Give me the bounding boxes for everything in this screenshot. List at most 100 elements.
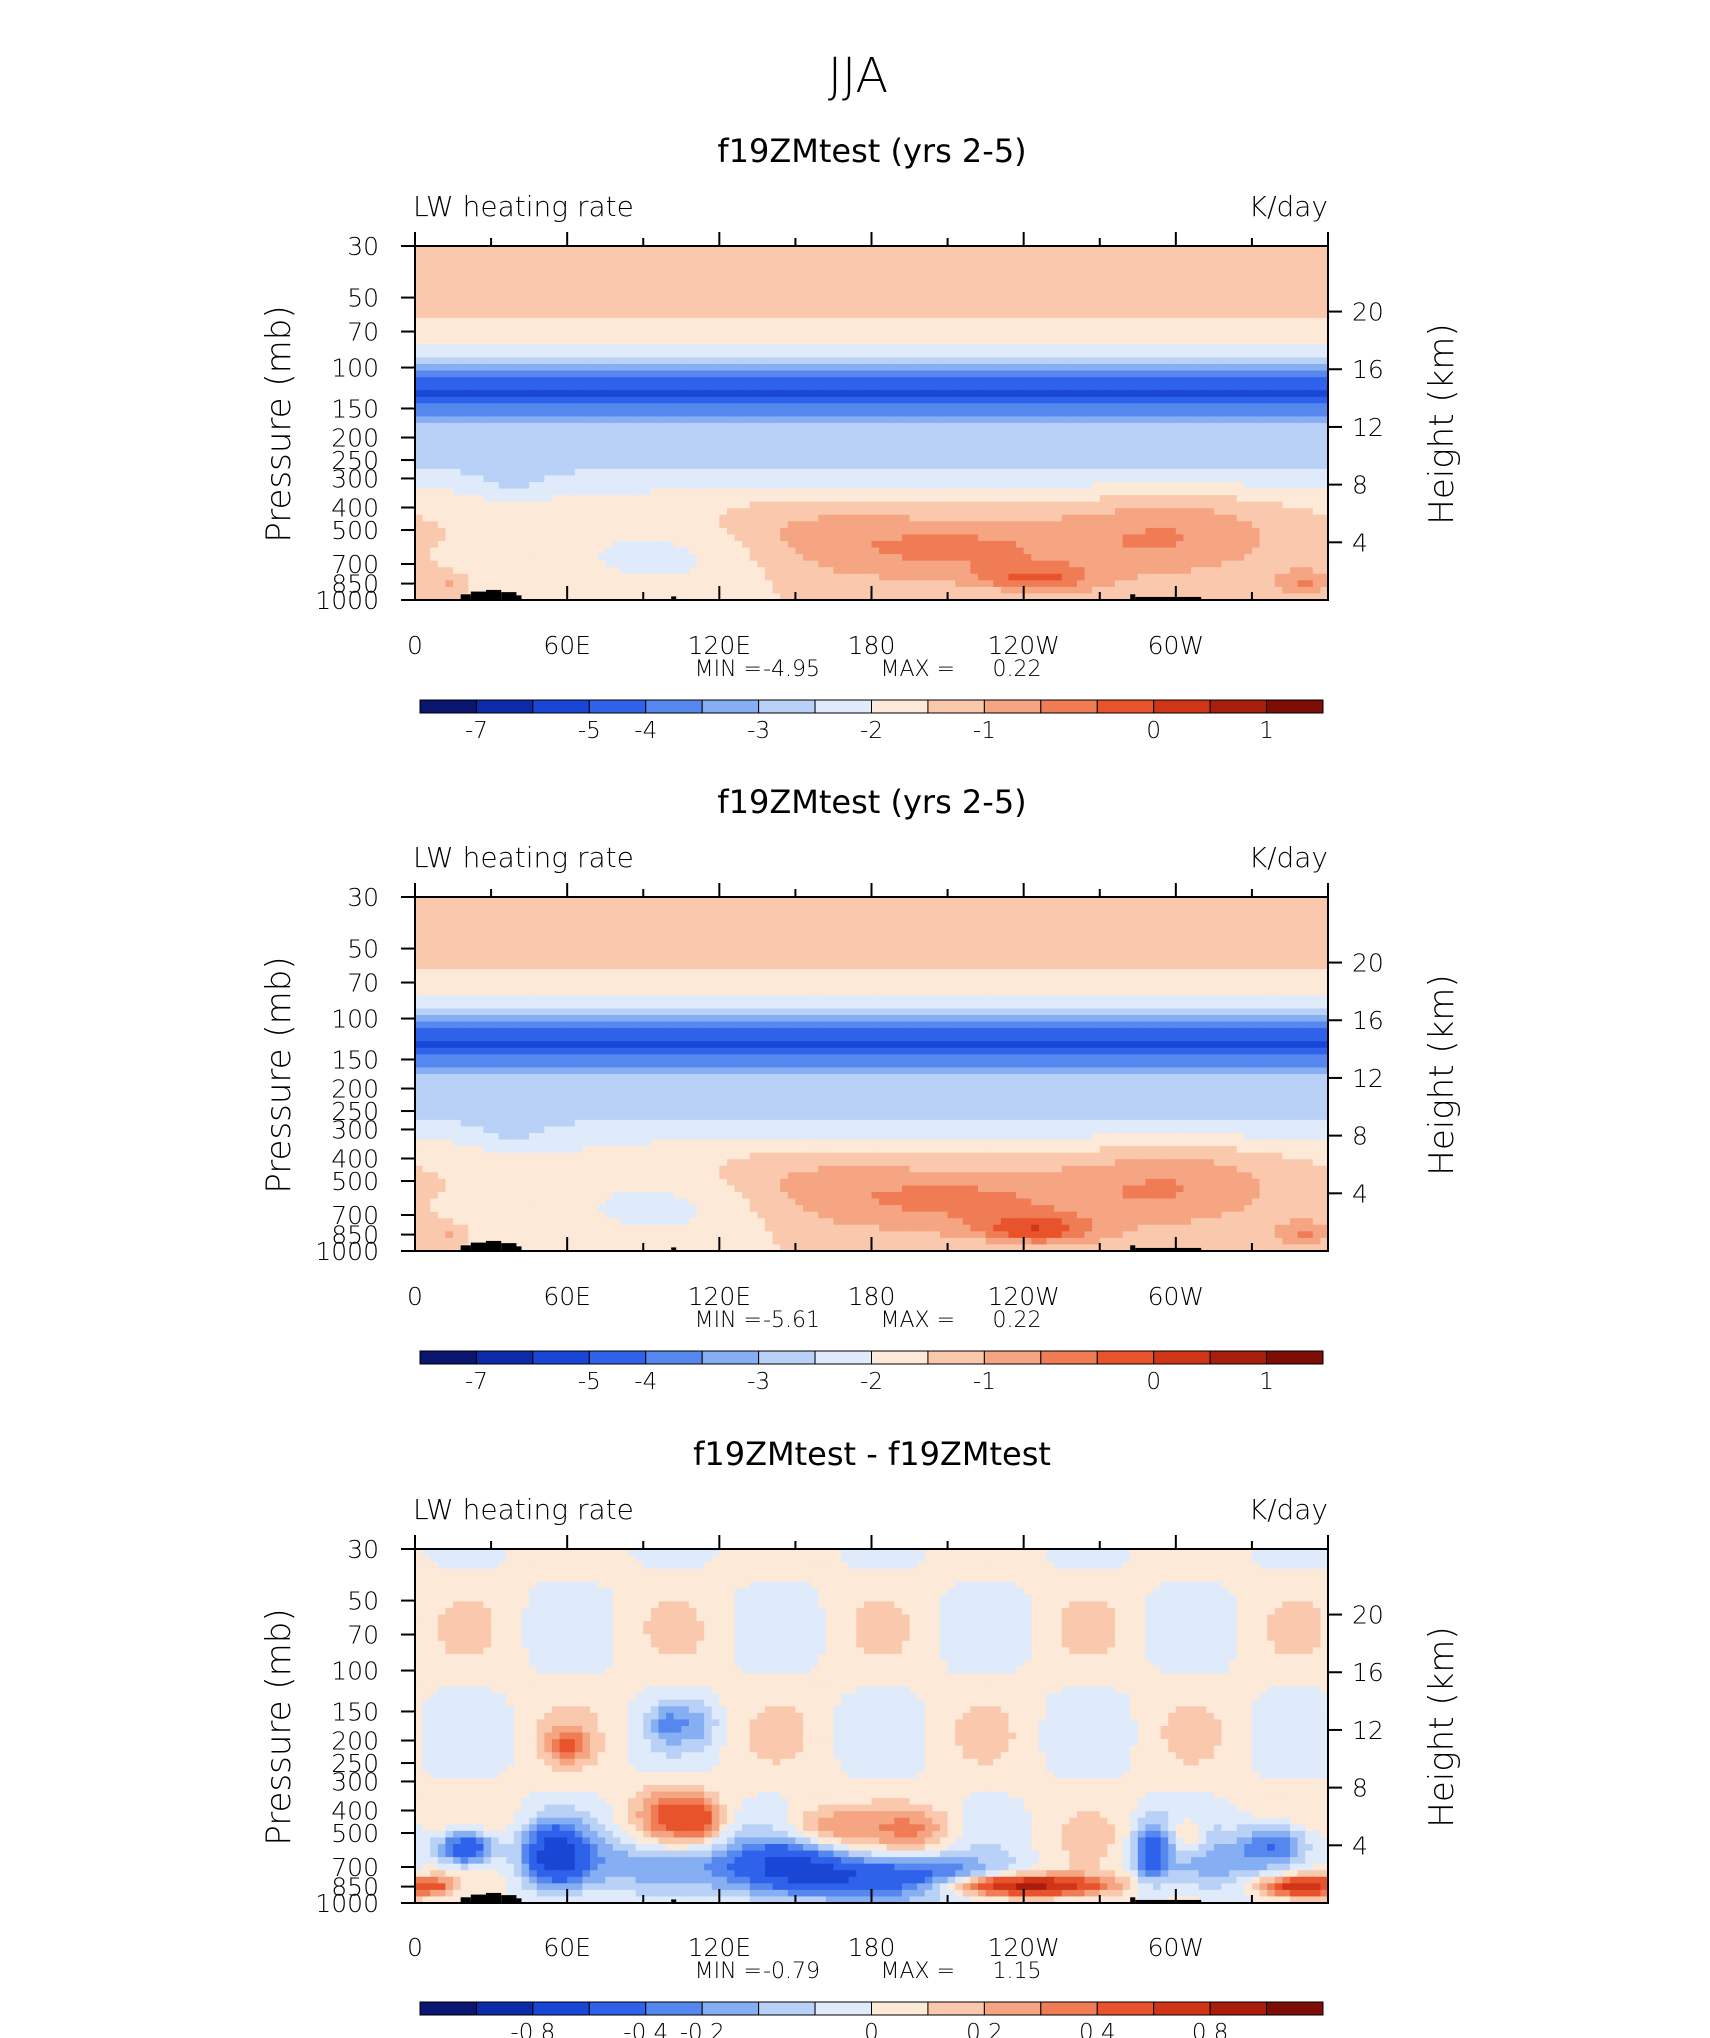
field-cell [1038, 259, 1048, 267]
field-cell [848, 350, 857, 359]
field-cell [848, 331, 857, 339]
field-cell [1092, 416, 1101, 424]
field-cell [1061, 331, 1070, 339]
field-cell [1251, 501, 1261, 509]
field-cell [825, 501, 835, 509]
field-cell [704, 508, 713, 516]
field-cell [894, 514, 903, 522]
field-cell [650, 252, 660, 260]
field-cell [468, 259, 477, 267]
field-cell [1076, 259, 1086, 267]
field-cell [863, 501, 873, 509]
field-cell [978, 350, 987, 359]
field-cell [1312, 390, 1321, 398]
field-cell [879, 436, 888, 444]
field-cell [1267, 291, 1276, 300]
field-cell [924, 305, 933, 313]
field-cell [894, 278, 903, 286]
field-cell [1084, 396, 1093, 404]
field-cell [1168, 337, 1177, 345]
field-cell [567, 318, 576, 326]
field-cell [430, 377, 439, 385]
field-cell [1114, 350, 1124, 359]
field-cell [787, 468, 797, 477]
field-cell [742, 324, 751, 332]
field-cell [544, 357, 553, 365]
field-cell [1092, 409, 1101, 418]
field-cell [947, 409, 956, 418]
field-cell [1206, 488, 1215, 496]
field-cell [841, 278, 850, 286]
field-cell [810, 331, 819, 339]
field-cell [1054, 305, 1063, 313]
field-cell [1289, 475, 1299, 483]
field-cell [1153, 370, 1162, 378]
field-cell [1092, 252, 1101, 260]
field-cell [871, 272, 880, 280]
field-cell [681, 298, 690, 306]
field-cell [863, 462, 873, 470]
field-cell [894, 377, 903, 385]
field-cell [475, 377, 485, 385]
field-cell [1122, 265, 1131, 273]
field-cell [559, 449, 568, 457]
field-cell [422, 409, 431, 418]
field-cell [1267, 468, 1276, 477]
field-cell [1229, 311, 1238, 319]
field-cell [1282, 246, 1291, 254]
field-cell [1130, 318, 1139, 326]
field-cell [825, 390, 835, 398]
field-cell [1244, 423, 1253, 431]
field-cell [1023, 455, 1032, 463]
field-cell [666, 409, 675, 418]
field-cell [833, 285, 842, 293]
field-cell [529, 455, 538, 463]
field-cell [978, 416, 987, 424]
field-cell [856, 442, 865, 450]
field-cell [841, 475, 850, 483]
field-cell [970, 364, 979, 372]
field-cell [1183, 462, 1192, 470]
field-cell [1267, 429, 1276, 437]
field-cell [498, 344, 507, 352]
field-cell [513, 423, 523, 431]
field-cell [871, 383, 880, 391]
field-cell [1054, 252, 1063, 260]
field-cell [818, 318, 827, 326]
field-cell [688, 449, 698, 457]
field-cell [711, 298, 720, 306]
field-cell [498, 370, 507, 378]
field-cell [833, 305, 842, 313]
field-cell [1092, 383, 1101, 391]
field-cell [1236, 449, 1245, 457]
field-cell [437, 298, 447, 306]
field-cell [1107, 429, 1116, 437]
field-cell [1122, 331, 1131, 339]
field-cell [673, 344, 682, 352]
field-cell [1000, 265, 1010, 273]
field-cell [1153, 468, 1162, 477]
field-cell [1175, 246, 1185, 254]
field-cell [1244, 350, 1253, 359]
field-cell [863, 488, 873, 496]
field-cell [978, 252, 987, 260]
field-cell [726, 377, 736, 385]
field-cell [1092, 449, 1101, 457]
field-cell [589, 488, 599, 496]
field-cell [445, 462, 454, 470]
field-cell [582, 501, 591, 509]
field-cell [1236, 265, 1245, 273]
field-cell [666, 501, 675, 509]
field-cell [1168, 278, 1177, 286]
field-cell [589, 468, 599, 477]
field-cell [1069, 396, 1078, 404]
field-cell [430, 337, 439, 345]
field-cell [567, 311, 576, 319]
field-cell [825, 449, 835, 457]
field-cell [1137, 259, 1146, 267]
field-cell [1061, 475, 1070, 483]
field-cell [1038, 272, 1048, 280]
field-cell [445, 291, 454, 300]
field-cell [719, 482, 728, 490]
field-cell [1312, 508, 1321, 516]
